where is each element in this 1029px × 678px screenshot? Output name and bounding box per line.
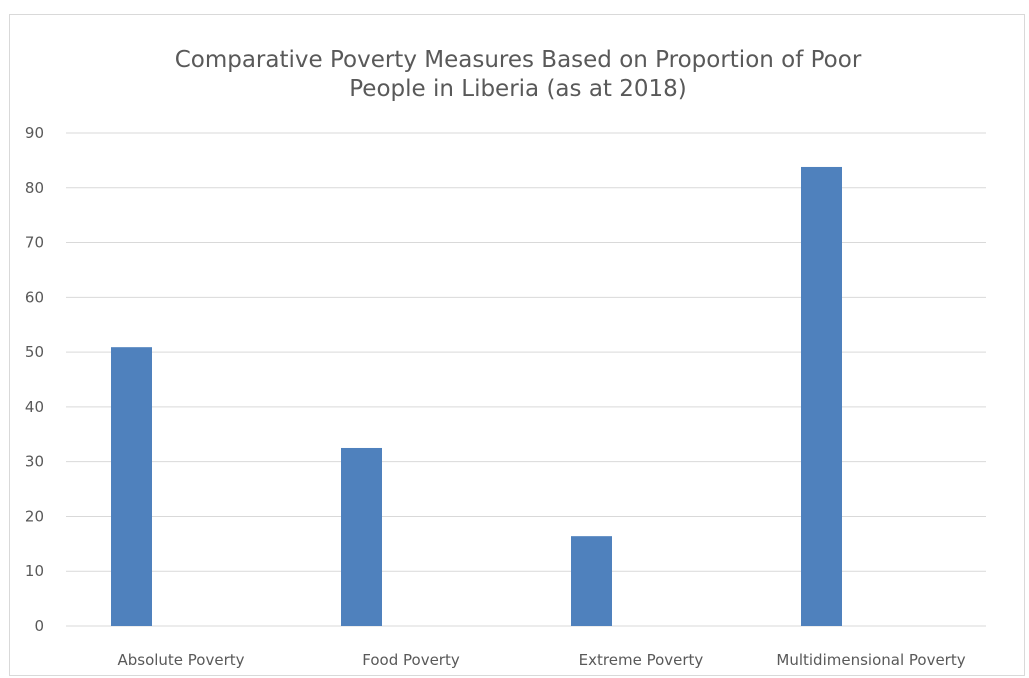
x-tick-label: Extreme Poverty [579, 651, 704, 669]
y-tick-label: 90 [25, 124, 44, 142]
bar [111, 347, 152, 626]
y-tick-label: 40 [25, 398, 44, 416]
y-tick-label: 50 [25, 343, 44, 361]
x-tick-label: Food Poverty [362, 651, 460, 669]
x-tick-label: Multidimensional Poverty [776, 651, 965, 669]
y-tick-label: 60 [25, 288, 44, 306]
y-tick-label: 80 [25, 179, 44, 197]
y-tick-label: 20 [25, 507, 44, 525]
chart-frame: Comparative Poverty Measures Based on Pr… [9, 14, 1025, 676]
bar-chart: Comparative Poverty Measures Based on Pr… [25, 47, 986, 669]
y-tick-label: 30 [25, 453, 44, 471]
bar [341, 447, 382, 626]
bar [801, 166, 842, 626]
bars [111, 166, 842, 626]
chart-title-line-2: People in Liberia (as at 2018) [349, 76, 687, 102]
bar [571, 536, 612, 626]
gridlines [66, 132, 986, 627]
x-tick-label: Absolute Poverty [117, 651, 244, 669]
chart-title-line-1: Comparative Poverty Measures Based on Pr… [175, 47, 862, 73]
y-tick-label: 10 [25, 562, 44, 580]
y-axis-tick-labels: 0 10 20 30 40 50 60 70 80 90 [25, 124, 44, 635]
y-tick-label: 70 [25, 234, 44, 252]
y-tick-label: 0 [34, 617, 44, 635]
x-axis-tick-labels: Absolute Poverty Food Poverty Extreme Pove… [117, 651, 965, 669]
